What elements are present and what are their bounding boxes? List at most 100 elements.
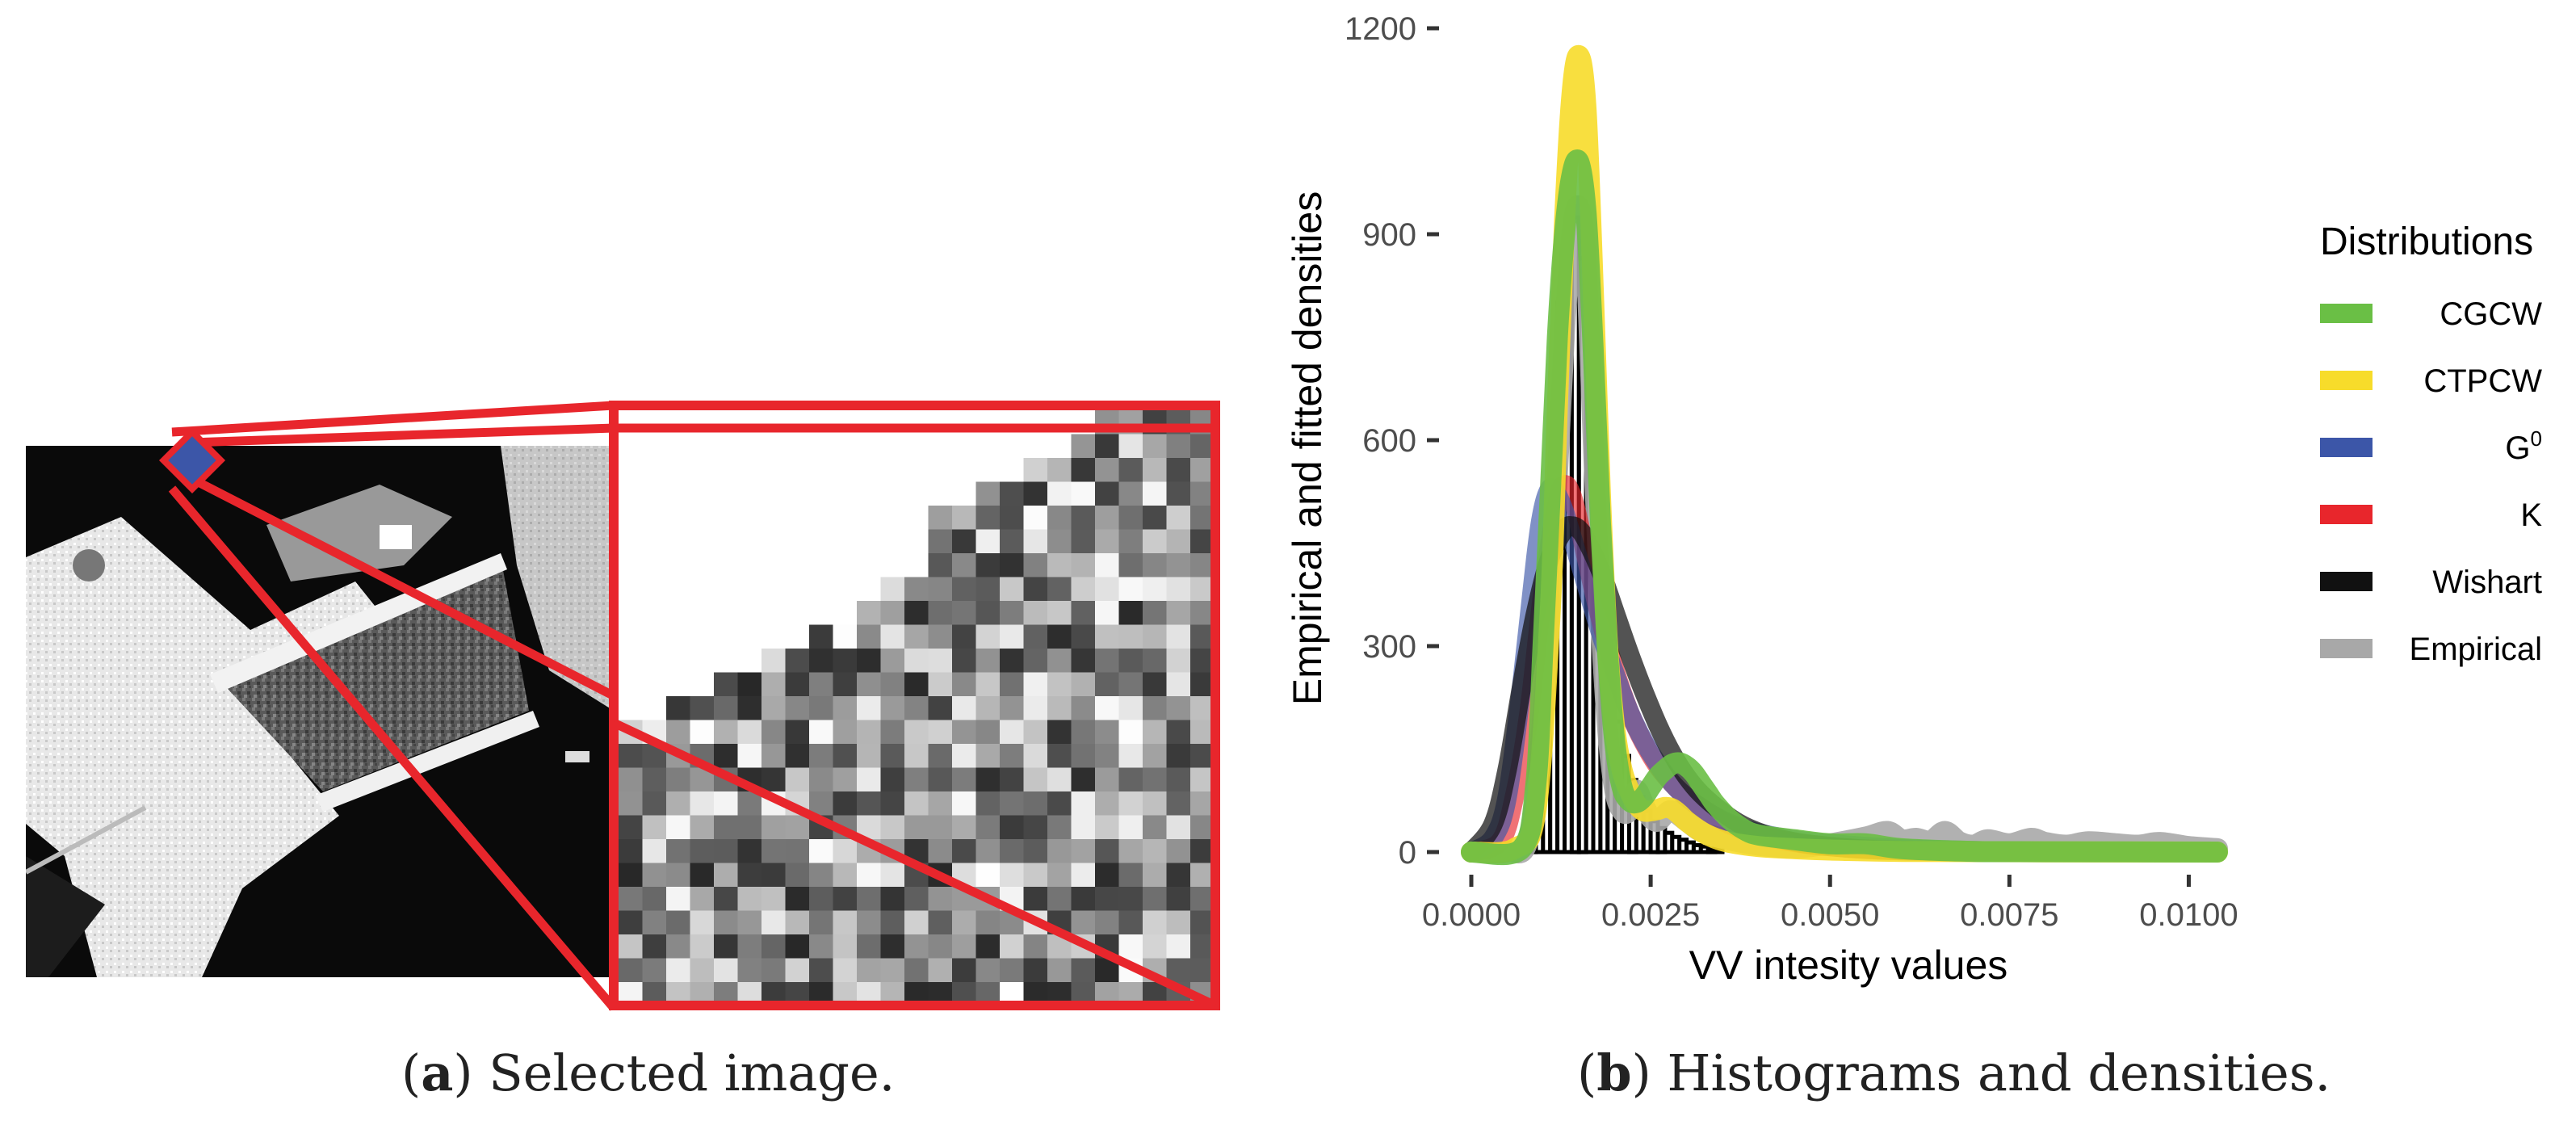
inset-pixel	[833, 958, 858, 983]
x-tick-label: 0.0075	[1960, 897, 2058, 933]
x-tick-label: 0.0025	[1601, 897, 1700, 933]
inset-pixel	[975, 553, 1001, 578]
inset-pixel	[1166, 624, 1191, 649]
inset-pixel	[1000, 863, 1025, 888]
inset-pixel	[1023, 624, 1048, 649]
inset-pixel	[642, 649, 667, 674]
inset-pixel	[1118, 434, 1143, 459]
inset-pixel	[1071, 458, 1096, 483]
inset-pixel	[880, 529, 905, 554]
inset-pixel	[904, 958, 929, 983]
inset-pixel	[1023, 696, 1048, 721]
histogram-bar	[1563, 273, 1574, 854]
inset-pixel	[1143, 887, 1168, 912]
inset-pixel	[737, 958, 762, 983]
inset-pixel	[761, 577, 787, 602]
inset-pixel	[1071, 863, 1096, 888]
inset-pixel	[952, 506, 977, 531]
inset-pixel	[619, 649, 644, 674]
inset-pixel	[785, 481, 810, 506]
inset-pixel	[928, 553, 953, 578]
inset-pixel	[1047, 696, 1072, 721]
inset-pixel	[785, 672, 810, 697]
roi-marker	[158, 426, 226, 494]
axes: 0 300 600 900 1200 0.0000 0.0025 0.0050 0.0075 0.…	[1285, 11, 2238, 988]
inset-pixel	[785, 506, 810, 531]
inset-pixel	[714, 601, 739, 626]
inset-pixel	[642, 887, 667, 912]
inset-pixel	[1000, 958, 1025, 983]
inset-pixel	[904, 672, 929, 697]
inset-pixel	[975, 672, 1001, 697]
inset-pixel	[857, 553, 882, 578]
inset-pixel	[1118, 696, 1143, 721]
inset-pixel	[880, 767, 905, 792]
panel-selected-image: (a) Selected image.	[0, 0, 1260, 1121]
inset-pixel	[761, 434, 787, 459]
inset-pixel	[1071, 791, 1096, 817]
inset-pixel	[975, 815, 1001, 840]
inset-pixel	[1118, 815, 1143, 840]
inset-pixel	[809, 458, 834, 483]
inset-pixel	[1166, 553, 1191, 578]
inset-pixel	[619, 767, 644, 792]
inset-pixel	[928, 506, 953, 531]
inset-pixel	[714, 958, 739, 983]
inset-pixel	[1095, 910, 1120, 935]
inset-pixel	[737, 672, 762, 697]
inset-pixel	[1000, 767, 1025, 792]
inset-pixel	[952, 577, 977, 602]
inset-pixel	[833, 553, 858, 578]
inset-pixel	[952, 434, 977, 459]
inset-pixel	[1143, 767, 1168, 792]
inset-pixel	[690, 910, 715, 935]
inset-pixel	[737, 720, 762, 745]
inset-pixel	[714, 887, 739, 912]
density-lines	[1461, 44, 2228, 866]
inset-pixel	[880, 934, 905, 959]
inset-pixel	[666, 696, 691, 721]
inset-pixel	[737, 529, 762, 554]
inset-pixel	[833, 506, 858, 531]
inset-pixel	[642, 839, 667, 864]
histogram-bar	[1648, 819, 1660, 854]
inset-pixel	[1118, 624, 1143, 649]
inset-pixel	[880, 601, 905, 626]
inset-pixel	[666, 910, 691, 935]
inset-pixel	[809, 839, 834, 864]
inset-pixel	[928, 934, 953, 959]
inset-pixel	[928, 672, 953, 697]
inset-pixel	[737, 791, 762, 817]
inset-pixel	[904, 696, 929, 721]
inset-pixel	[904, 481, 929, 506]
inset-pixel	[666, 815, 691, 840]
inset-pixel	[1166, 934, 1191, 959]
inset-pixel	[1143, 696, 1168, 721]
inset-pixel	[975, 577, 1001, 602]
inset-pixel	[737, 577, 762, 602]
inset-pixel	[975, 791, 1001, 817]
inset-pixel	[833, 839, 858, 864]
inset-pixel	[857, 744, 882, 769]
histogram-bar	[1663, 830, 1675, 854]
y-tick-label: 600	[1362, 423, 1416, 459]
inset-pixel	[690, 863, 715, 888]
inset-pixel	[809, 767, 834, 792]
inset-pixel	[1047, 506, 1072, 531]
series-line-g0	[1462, 477, 2227, 862]
histogram-bar	[1705, 846, 1718, 854]
inset-pixel	[1071, 577, 1096, 602]
inset-pixel	[904, 910, 929, 935]
inset-pixel	[619, 958, 644, 983]
inset-pixel	[952, 624, 977, 649]
histogram-bar	[1548, 493, 1560, 854]
inset-pixel	[975, 958, 1001, 983]
inset-pixel	[761, 958, 787, 983]
inset-pixel	[1023, 553, 1048, 578]
inset-pixel	[952, 815, 977, 840]
histogram-bar	[1576, 256, 1588, 854]
histogram-bar	[1691, 843, 1703, 854]
inset-pixel	[619, 577, 644, 602]
inset-pixel	[642, 815, 667, 840]
inset-pixel	[1071, 434, 1096, 459]
